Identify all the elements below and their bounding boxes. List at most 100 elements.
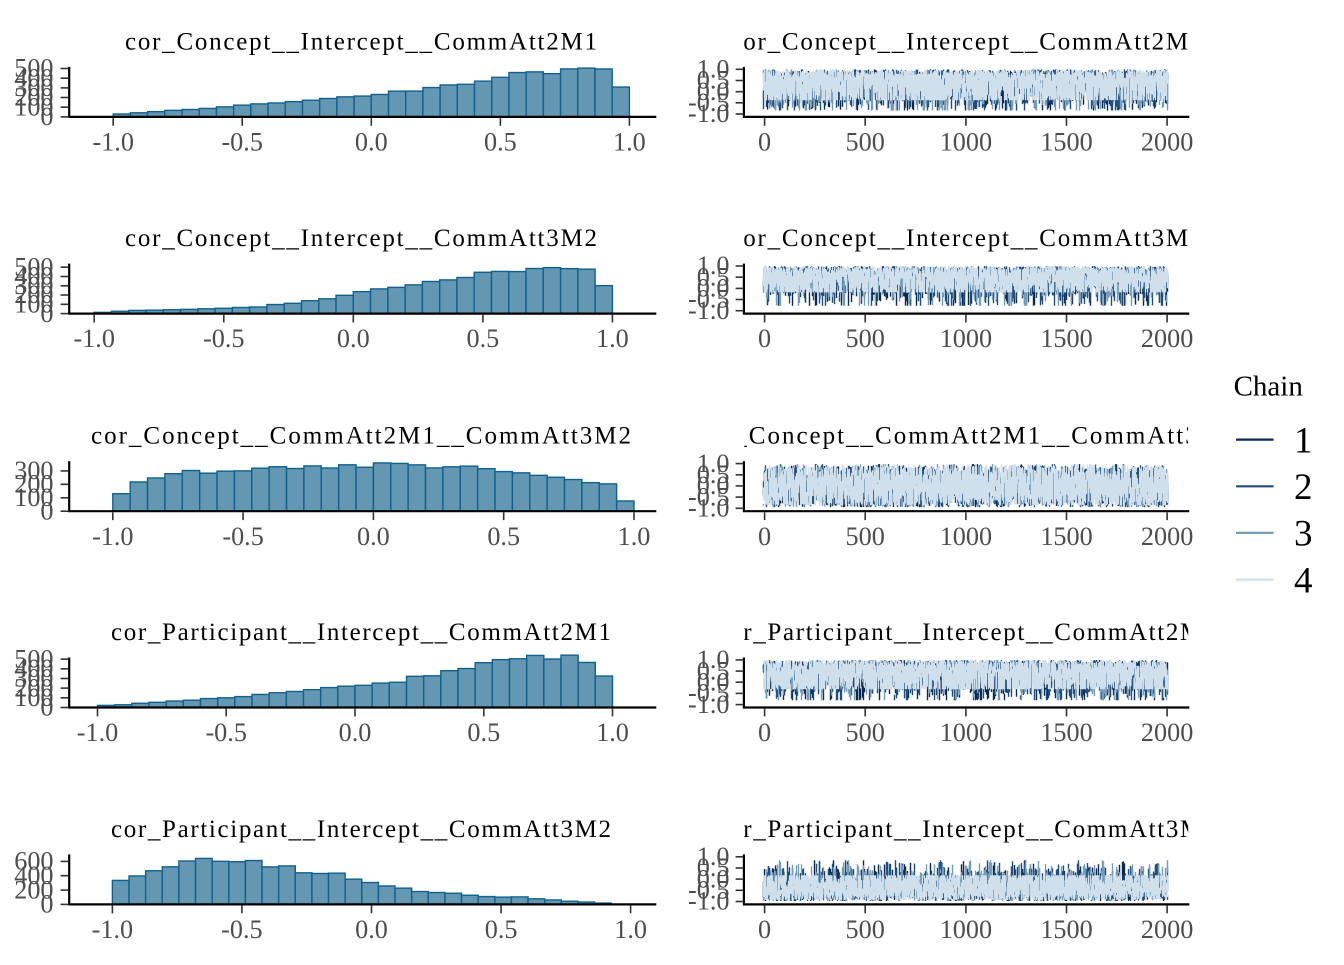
svg-text:1: 1 xyxy=(1294,420,1313,461)
svg-text:0.0: 0.0 xyxy=(697,668,730,697)
svg-text:600: 600 xyxy=(14,847,53,876)
svg-text:1000: 1000 xyxy=(940,915,992,944)
svg-text:400: 400 xyxy=(14,63,53,92)
svg-text:0.5: 0.5 xyxy=(487,522,520,551)
svg-text:1500: 1500 xyxy=(1040,718,1092,747)
svg-text:0.0: 0.0 xyxy=(697,471,730,500)
svg-text:1000: 1000 xyxy=(940,718,992,747)
svg-text:1.0: 1.0 xyxy=(596,718,629,747)
svg-text:0.5: 0.5 xyxy=(467,324,500,353)
svg-text:500: 500 xyxy=(846,718,885,747)
svg-text:-1.0: -1.0 xyxy=(77,718,118,747)
svg-text:-1.0: -1.0 xyxy=(73,324,114,353)
svg-text:-1.0: -1.0 xyxy=(688,99,729,128)
svg-text:0.5: 0.5 xyxy=(697,853,730,882)
svg-text:1.0: 1.0 xyxy=(697,645,730,674)
svg-text:1.0: 1.0 xyxy=(697,449,730,478)
svg-text:1500: 1500 xyxy=(1040,522,1092,551)
svg-text:0: 0 xyxy=(40,299,53,328)
svg-text:500: 500 xyxy=(846,915,885,944)
svg-text:1.0: 1.0 xyxy=(618,522,651,551)
svg-text:1.0: 1.0 xyxy=(613,128,646,157)
svg-text:2000: 2000 xyxy=(1141,324,1193,353)
svg-text:-1.0: -1.0 xyxy=(688,494,729,523)
svg-text:Chain: Chain xyxy=(1234,370,1304,402)
svg-text:cor_Concept__Intercept__CommAt: cor_Concept__Intercept__CommAtt3M2 xyxy=(125,225,597,252)
svg-text:0.0: 0.0 xyxy=(337,324,370,353)
svg-text:-0.5: -0.5 xyxy=(221,915,262,944)
svg-text:0.5: 0.5 xyxy=(484,128,517,157)
svg-text:-0.5: -0.5 xyxy=(222,522,263,551)
svg-text:0: 0 xyxy=(40,693,53,722)
svg-text:500: 500 xyxy=(14,252,53,281)
svg-text:0.5: 0.5 xyxy=(697,262,730,291)
svg-text:1500: 1500 xyxy=(1040,324,1092,353)
svg-text:-1.0: -1.0 xyxy=(688,296,729,325)
svg-text:400: 400 xyxy=(14,262,53,291)
svg-text:100: 100 xyxy=(14,290,53,319)
svg-text:200: 200 xyxy=(14,470,53,499)
svg-text:0.0: 0.0 xyxy=(339,718,372,747)
svg-text:0: 0 xyxy=(40,890,53,919)
svg-text:0: 0 xyxy=(40,496,53,525)
svg-text:200: 200 xyxy=(14,280,53,309)
svg-text:-0.5: -0.5 xyxy=(688,876,729,905)
svg-text:cor_Concept__CommAtt2M1__CommA: cor_Concept__CommAtt2M1__CommAtt3M2 xyxy=(696,423,1236,450)
svg-text:-0.5: -0.5 xyxy=(205,718,246,747)
svg-text:-1.0: -1.0 xyxy=(92,522,133,551)
svg-text:0.5: 0.5 xyxy=(697,656,730,685)
svg-text:500: 500 xyxy=(14,54,53,83)
svg-text:cor_Concept__Intercept__CommAt: cor_Concept__Intercept__CommAtt2M1 xyxy=(125,28,597,55)
svg-text:0: 0 xyxy=(758,718,771,747)
svg-text:1.0: 1.0 xyxy=(697,842,730,871)
svg-text:2000: 2000 xyxy=(1141,128,1193,157)
svg-text:400: 400 xyxy=(14,861,53,890)
svg-text:0.0: 0.0 xyxy=(697,77,730,106)
svg-text:0: 0 xyxy=(758,522,771,551)
svg-text:1500: 1500 xyxy=(1040,128,1092,157)
svg-text:1000: 1000 xyxy=(940,128,992,157)
svg-text:100: 100 xyxy=(14,92,53,121)
svg-text:-0.5: -0.5 xyxy=(221,128,262,157)
svg-text:-0.5: -0.5 xyxy=(203,324,244,353)
svg-text:cor_Concept__Intercept__CommAt: cor_Concept__Intercept__CommAtt2M1 xyxy=(730,28,1202,55)
svg-text:1.0: 1.0 xyxy=(596,324,629,353)
svg-text:200: 200 xyxy=(14,83,53,112)
svg-text:0.0: 0.0 xyxy=(697,274,730,303)
svg-text:0.0: 0.0 xyxy=(357,522,390,551)
svg-text:0: 0 xyxy=(40,102,53,131)
svg-text:0.5: 0.5 xyxy=(485,915,518,944)
svg-text:0: 0 xyxy=(758,128,771,157)
svg-text:cor_Concept__Intercept__CommAt: cor_Concept__Intercept__CommAtt3M2 xyxy=(730,225,1202,252)
svg-text:0: 0 xyxy=(758,324,771,353)
svg-text:1000: 1000 xyxy=(940,324,992,353)
svg-text:0.0: 0.0 xyxy=(355,128,388,157)
svg-text:200: 200 xyxy=(14,673,53,702)
svg-text:-1.0: -1.0 xyxy=(92,128,133,157)
svg-text:500: 500 xyxy=(846,324,885,353)
svg-text:1000: 1000 xyxy=(940,522,992,551)
svg-text:-1.0: -1.0 xyxy=(688,887,729,916)
svg-text:0: 0 xyxy=(758,915,771,944)
svg-text:400: 400 xyxy=(14,654,53,683)
svg-text:cor_Concept__CommAtt2M1__CommA: cor_Concept__CommAtt2M1__CommAtt3M2 xyxy=(91,423,631,450)
svg-text:500: 500 xyxy=(14,644,53,673)
svg-text:-1.0: -1.0 xyxy=(688,690,729,719)
svg-text:0.5: 0.5 xyxy=(697,66,730,95)
svg-text:100: 100 xyxy=(14,483,53,512)
svg-text:2000: 2000 xyxy=(1141,718,1193,747)
svg-text:1.0: 1.0 xyxy=(697,251,730,280)
svg-text:1500: 1500 xyxy=(1040,915,1092,944)
svg-text:0.5: 0.5 xyxy=(697,460,730,489)
svg-text:100: 100 xyxy=(14,683,53,712)
svg-text:-0.5: -0.5 xyxy=(688,88,729,117)
svg-text:300: 300 xyxy=(14,271,53,300)
svg-text:-1.0: -1.0 xyxy=(92,915,133,944)
svg-text:2000: 2000 xyxy=(1141,915,1193,944)
svg-text:500: 500 xyxy=(846,522,885,551)
svg-text:200: 200 xyxy=(14,875,53,904)
svg-text:3: 3 xyxy=(1294,514,1313,555)
svg-text:0.0: 0.0 xyxy=(355,915,388,944)
svg-text:2: 2 xyxy=(1294,467,1313,508)
svg-text:300: 300 xyxy=(14,456,53,485)
